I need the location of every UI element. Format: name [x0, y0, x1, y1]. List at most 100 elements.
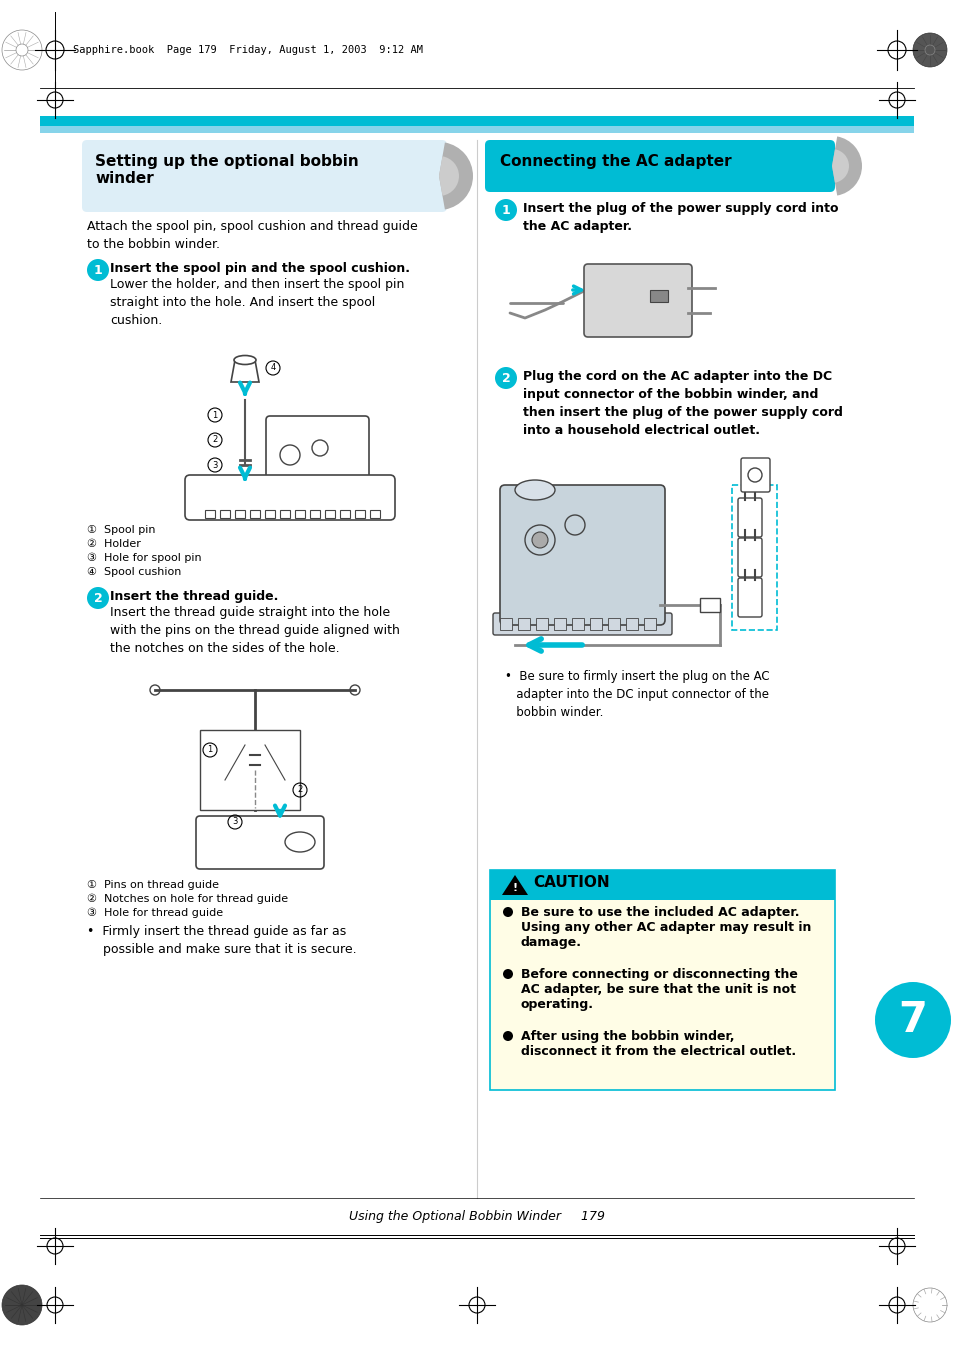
Bar — [643, 617, 656, 630]
FancyBboxPatch shape — [740, 458, 769, 492]
Circle shape — [532, 532, 547, 549]
Circle shape — [502, 969, 513, 979]
Circle shape — [495, 199, 517, 222]
FancyBboxPatch shape — [499, 485, 664, 626]
Text: damage.: damage. — [520, 936, 581, 948]
Text: ②  Holder: ② Holder — [87, 539, 141, 549]
Text: ③  Hole for spool pin: ③ Hole for spool pin — [87, 553, 201, 563]
Text: Insert the thread guide.: Insert the thread guide. — [110, 590, 278, 603]
Bar — [205, 509, 214, 517]
Text: Insert the spool pin and the spool cushion.: Insert the spool pin and the spool cushi… — [110, 262, 410, 276]
Bar — [280, 509, 290, 517]
Text: 1: 1 — [213, 411, 217, 420]
Circle shape — [2, 30, 42, 70]
FancyBboxPatch shape — [493, 613, 671, 635]
Text: Attach the spool pin, spool cushion and thread guide
to the bobbin winder.: Attach the spool pin, spool cushion and … — [87, 220, 417, 251]
Circle shape — [87, 586, 109, 609]
Text: CAUTION: CAUTION — [533, 875, 609, 890]
FancyBboxPatch shape — [738, 538, 761, 577]
Text: Insert the thread guide straight into the hole
with the pins on the thread guide: Insert the thread guide straight into th… — [110, 607, 399, 655]
Circle shape — [2, 1285, 42, 1325]
Bar — [490, 870, 834, 1090]
Bar — [339, 509, 350, 517]
Text: Before connecting or disconnecting the: Before connecting or disconnecting the — [520, 969, 797, 981]
Bar — [649, 290, 667, 303]
Text: operating.: operating. — [520, 998, 594, 1011]
Text: Using the Optional Bobbin Winder     179: Using the Optional Bobbin Winder 179 — [349, 1210, 604, 1223]
Bar — [572, 617, 583, 630]
FancyBboxPatch shape — [738, 499, 761, 536]
Text: winder: winder — [95, 172, 153, 186]
Circle shape — [924, 45, 934, 55]
FancyBboxPatch shape — [185, 476, 395, 520]
Bar — [220, 509, 230, 517]
Text: 2: 2 — [213, 435, 217, 444]
Circle shape — [502, 907, 513, 917]
Text: 4: 4 — [270, 363, 275, 373]
Circle shape — [495, 367, 517, 389]
FancyBboxPatch shape — [583, 263, 691, 336]
Bar — [517, 617, 530, 630]
Text: •  Be sure to firmly insert the plug on the AC
   adapter into the DC input conn: • Be sure to firmly insert the plug on t… — [504, 670, 769, 719]
Circle shape — [16, 45, 28, 55]
FancyBboxPatch shape — [266, 416, 369, 499]
Text: Be sure to use the included AC adapter.: Be sure to use the included AC adapter. — [520, 907, 799, 919]
Text: 2: 2 — [501, 372, 510, 385]
Text: Setting up the optional bobbin: Setting up the optional bobbin — [95, 154, 358, 169]
Bar — [536, 617, 547, 630]
Text: Sapphire.book  Page 179  Friday, August 1, 2003  9:12 AM: Sapphire.book Page 179 Friday, August 1,… — [73, 45, 422, 55]
Text: 3: 3 — [213, 461, 217, 470]
Circle shape — [912, 1288, 946, 1323]
Text: ①  Pins on thread guide: ① Pins on thread guide — [87, 880, 219, 890]
Bar — [40, 116, 913, 126]
Bar — [234, 509, 245, 517]
Text: 1: 1 — [207, 746, 213, 754]
Text: Lower the holder, and then insert the spool pin
straight into the hole. And inse: Lower the holder, and then insert the sp… — [110, 278, 404, 327]
FancyBboxPatch shape — [484, 141, 834, 192]
FancyBboxPatch shape — [195, 816, 324, 869]
FancyBboxPatch shape — [490, 870, 834, 900]
Text: 1: 1 — [501, 204, 510, 216]
Polygon shape — [501, 875, 527, 894]
Bar — [355, 509, 365, 517]
Polygon shape — [231, 359, 258, 382]
Bar — [554, 617, 565, 630]
Bar — [325, 509, 335, 517]
Bar — [589, 617, 601, 630]
Wedge shape — [831, 136, 862, 196]
Text: Using any other AC adapter may result in: Using any other AC adapter may result in — [520, 921, 810, 934]
Wedge shape — [438, 142, 473, 209]
Wedge shape — [438, 157, 458, 196]
Wedge shape — [831, 149, 848, 182]
Bar — [499, 617, 512, 630]
Bar — [310, 509, 319, 517]
Text: 1: 1 — [93, 263, 102, 277]
Text: After using the bobbin winder,: After using the bobbin winder, — [520, 1029, 734, 1043]
Bar — [607, 617, 619, 630]
Text: disconnect it from the electrical outlet.: disconnect it from the electrical outlet… — [520, 1046, 796, 1058]
Circle shape — [502, 1031, 513, 1042]
Text: Plug the cord on the AC adapter into the DC
input connector of the bobbin winder: Plug the cord on the AC adapter into the… — [522, 370, 842, 436]
FancyBboxPatch shape — [200, 730, 299, 811]
Ellipse shape — [233, 355, 255, 365]
Text: 7: 7 — [898, 998, 926, 1042]
Bar — [700, 598, 720, 612]
Text: ①  Spool pin: ① Spool pin — [87, 526, 155, 535]
Text: AC adapter, be sure that the unit is not: AC adapter, be sure that the unit is not — [520, 984, 795, 996]
Bar — [250, 509, 260, 517]
Text: !: ! — [512, 884, 517, 893]
Text: Insert the plug of the power supply cord into
the AC adapter.: Insert the plug of the power supply cord… — [522, 203, 838, 232]
Text: 2: 2 — [297, 785, 302, 794]
Text: ④  Spool cushion: ④ Spool cushion — [87, 567, 181, 577]
Text: •  Firmly insert the thread guide as far as
    possible and make sure that it i: • Firmly insert the thread guide as far … — [87, 925, 356, 957]
Text: Connecting the AC adapter: Connecting the AC adapter — [499, 154, 731, 169]
Text: 3: 3 — [233, 817, 237, 827]
Ellipse shape — [285, 832, 314, 852]
Bar — [294, 509, 305, 517]
Bar — [370, 509, 379, 517]
Text: ②  Notches on hole for thread guide: ② Notches on hole for thread guide — [87, 894, 288, 904]
Text: 2: 2 — [93, 592, 102, 604]
Bar — [40, 126, 913, 132]
Text: ③  Hole for thread guide: ③ Hole for thread guide — [87, 908, 223, 919]
FancyBboxPatch shape — [738, 578, 761, 617]
